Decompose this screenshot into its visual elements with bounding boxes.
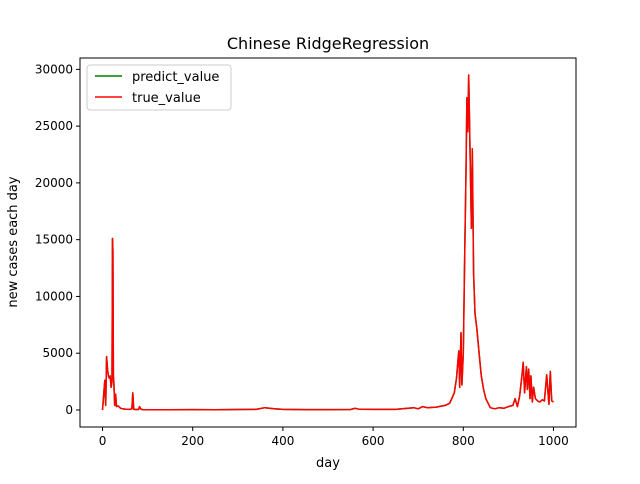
legend-label-predict-value: predict_value	[132, 70, 219, 85]
y-tick-label: 10000	[35, 289, 73, 303]
legend: predict_value true_value	[86, 64, 232, 111]
x-axis: 0 200 400 600 800 1000	[99, 427, 569, 448]
x-tick-label: 600	[362, 434, 385, 448]
x-tick-label: 200	[181, 434, 204, 448]
y-tick-label: 15000	[35, 233, 73, 247]
x-tick-label: 0	[99, 434, 107, 448]
x-tick-label: 400	[271, 434, 294, 448]
y-tick-label: 30000	[35, 62, 73, 76]
x-axis-label: day	[316, 456, 340, 471]
plot-frame	[79, 57, 577, 428]
y-axis-label: new cases each day	[6, 176, 21, 307]
series-line-true-value	[101, 74, 554, 411]
y-axis: 0 5000 10000 15000 20000 25000 30000	[35, 62, 80, 417]
y-tick-label: 5000	[42, 346, 73, 360]
chart-title: Chinese RidgeRegression	[227, 34, 429, 53]
y-tick-label: 0	[65, 403, 73, 417]
series-layer	[101, 74, 554, 411]
legend-label-true-value: true_value	[132, 91, 201, 106]
y-tick-label: 25000	[35, 119, 73, 133]
y-tick-label: 20000	[35, 176, 73, 190]
x-tick-label: 1000	[538, 434, 569, 448]
legend-box	[86, 64, 232, 111]
x-tick-label: 800	[452, 434, 475, 448]
